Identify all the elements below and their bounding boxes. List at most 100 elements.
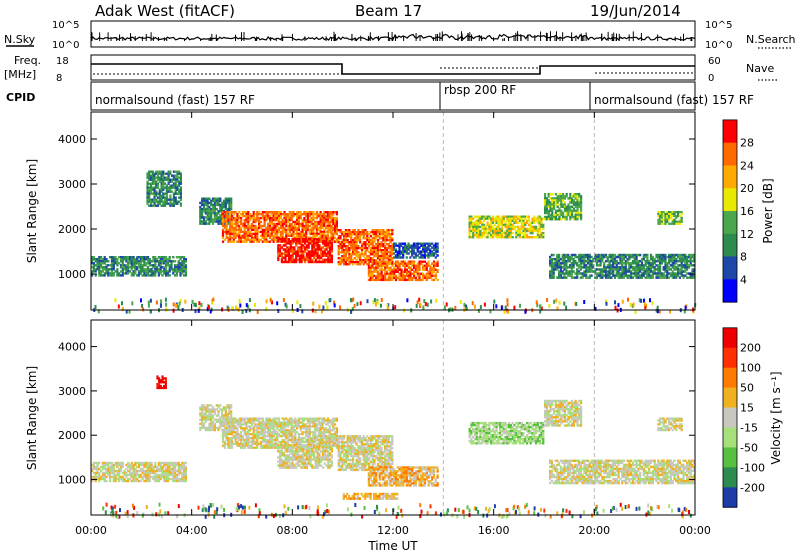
heatmap-cell (603, 266, 606, 269)
heatmap-cell (327, 242, 330, 245)
heatmap-cell (637, 272, 640, 275)
heatmap-cell (590, 268, 593, 271)
heatmap-cell (375, 231, 378, 234)
heatmap-cell (684, 253, 687, 257)
heatmap-cell (412, 252, 416, 255)
heatmap-cell (177, 270, 180, 273)
heatmap-cell (258, 211, 261, 214)
heatmap-cell (677, 222, 680, 225)
heatmap-cell (217, 203, 220, 207)
heatmap-cell (346, 239, 349, 242)
heatmap-cell (382, 233, 385, 236)
heatmap-cell (285, 224, 288, 228)
heatmap-cell (549, 201, 552, 204)
heatmap-cell (673, 211, 676, 214)
heatmap-cell (230, 230, 234, 234)
heatmap-cell (484, 236, 487, 239)
heatmap-cell (550, 270, 553, 273)
heatmap-cell (644, 264, 647, 267)
heatmap-cell (112, 256, 115, 259)
heatmap-cell (125, 266, 128, 269)
heatmap-cell (330, 242, 333, 245)
heatmap-cell (326, 218, 329, 222)
heatmap-cell (178, 172, 181, 175)
heatmap-cell (524, 217, 527, 220)
heatmap-cell (369, 274, 372, 278)
heatmap-cell (644, 259, 647, 263)
heatmap-cell (320, 252, 323, 255)
heatmap-cell (332, 228, 335, 232)
heatmap-cell (396, 250, 399, 253)
heatmap-cell (384, 272, 387, 275)
heatmap-cell (109, 256, 112, 259)
heatmap-cell (320, 250, 323, 253)
heatmap-cell (163, 272, 166, 275)
heatmap-cell (567, 205, 570, 208)
heatmap-cell (483, 302, 486, 307)
heatmap-cell (217, 222, 220, 225)
heatmap-cell (232, 211, 235, 214)
heatmap-cell (301, 232, 304, 236)
heatmap-cell (507, 309, 510, 314)
heatmap-cell (247, 234, 250, 237)
heatmap-cell (254, 234, 257, 237)
heatmap-cell (565, 262, 568, 265)
heatmap-cell (170, 268, 173, 271)
heatmap-cell (563, 255, 566, 259)
heatmap-cell (175, 264, 178, 267)
heatmap-cell (201, 207, 204, 211)
heatmap-cell (261, 230, 264, 234)
heatmap-cell (312, 222, 315, 226)
heatmap-cell (176, 192, 179, 195)
heatmap-cell (416, 272, 419, 275)
heatmap-cell (105, 479, 108, 483)
heatmap-cell (387, 239, 390, 242)
heatmap-cell (491, 217, 495, 220)
heatmap-cell (291, 248, 294, 251)
heatmap-cell (156, 270, 159, 273)
heatmap-cell (162, 186, 165, 189)
heatmap-cell (544, 203, 547, 206)
heatmap-cell (272, 228, 275, 232)
heatmap-cell (310, 226, 313, 230)
heatmap-cell (109, 268, 112, 271)
heatmap-cell (639, 253, 642, 257)
heatmap-cell (391, 237, 394, 240)
heatmap-cell (141, 264, 144, 267)
y-tick-label: 1000 (58, 268, 86, 281)
heatmap-cell (201, 199, 204, 203)
heatmap-cell (357, 253, 360, 256)
heatmap-cell (677, 212, 680, 216)
heatmap-cell (366, 247, 369, 250)
heatmap-cell (369, 241, 372, 244)
heatmap-cell (156, 186, 160, 189)
heatmap-cell (274, 226, 277, 230)
heatmap-cell (245, 214, 248, 218)
heatmap-cell (337, 251, 340, 254)
heatmap-cell (145, 268, 148, 271)
heatmap-cell (337, 253, 340, 256)
heatmap-cell (567, 213, 570, 217)
heatmap-cell (163, 258, 166, 261)
heatmap-cell (321, 216, 324, 220)
heatmap-cell (560, 213, 563, 217)
heatmap-cell (489, 309, 492, 314)
heatmap-cell (240, 236, 243, 239)
heatmap-cell (127, 262, 130, 265)
heatmap-cell (604, 253, 608, 257)
heatmap-cell (282, 252, 285, 255)
heatmap-cell (653, 266, 656, 269)
heatmap-cell (208, 212, 211, 215)
heatmap-cell (517, 217, 520, 220)
heatmap-cell (389, 245, 392, 248)
heatmap-cell (285, 230, 288, 234)
heatmap-cell (232, 222, 235, 226)
heatmap-cell (158, 196, 161, 199)
heatmap-cell (567, 257, 570, 261)
heatmap-cell (612, 264, 615, 267)
heatmap-cell (167, 178, 170, 181)
heatmap-cell (624, 270, 627, 273)
heatmap-cell (559, 257, 562, 261)
heatmap-cell (673, 218, 676, 221)
heatmap-cell (314, 234, 317, 237)
